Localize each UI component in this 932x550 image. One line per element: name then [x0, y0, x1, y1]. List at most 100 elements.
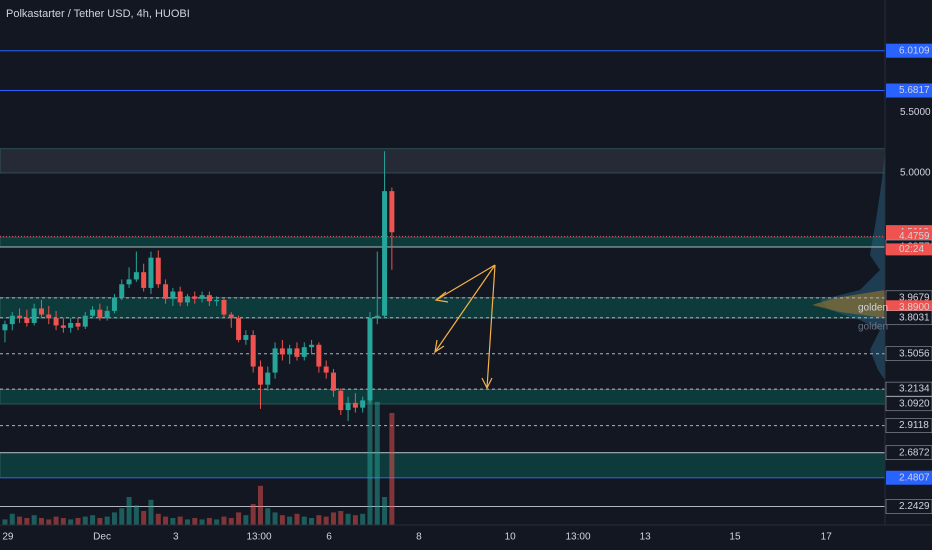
- annotation: golden: [858, 322, 888, 333]
- y-tick-label: 5.5000: [900, 107, 931, 118]
- volume-bar: [31, 515, 37, 525]
- volume-bar: [90, 515, 96, 525]
- volume-bar: [192, 518, 198, 525]
- volume-bar: [2, 519, 8, 525]
- price-label: 3.8900: [899, 302, 930, 313]
- candle-body: [155, 257, 161, 285]
- volume-bar: [330, 512, 336, 525]
- candle-body: [265, 372, 271, 385]
- volume-bar: [199, 519, 205, 525]
- levels: [0, 50, 885, 508]
- arrow-head: [434, 291, 449, 303]
- candle-body: [24, 318, 30, 323]
- volume-bar: [214, 519, 220, 525]
- arrow: [435, 264, 496, 301]
- price-axis: [885, 0, 932, 550]
- candle-body: [75, 322, 81, 327]
- volume-bar: [126, 497, 132, 525]
- candle-body: [330, 372, 336, 391]
- price-badge: [885, 418, 932, 433]
- candle-body: [184, 296, 190, 303]
- volume-bar: [243, 515, 249, 525]
- volume-bar: [374, 401, 380, 525]
- candle-body: [257, 366, 263, 385]
- candle-body: [119, 284, 125, 298]
- chart-title: Polkastarter / Tether USD, 4h, HUOBI: [6, 8, 190, 20]
- x-tick-label: 10: [505, 532, 517, 543]
- volume-bar: [228, 518, 234, 525]
- volume-bar: [82, 516, 88, 525]
- candle-body: [374, 315, 380, 319]
- price-label: 2.2429: [899, 501, 930, 512]
- volume-bar: [24, 518, 30, 525]
- candle-body: [111, 297, 117, 311]
- x-tick-label: 15: [729, 532, 741, 543]
- volume-bar: [382, 497, 388, 525]
- volume-bar: [360, 513, 366, 525]
- volume-bar: [46, 519, 52, 525]
- candle-body: [38, 308, 44, 315]
- candle-body: [323, 366, 329, 373]
- volume-bar: [104, 516, 110, 525]
- volume-bar: [272, 512, 278, 525]
- volume: [2, 400, 395, 525]
- volume-bar: [367, 400, 373, 525]
- price-badge: [886, 470, 932, 485]
- candle-body: [206, 295, 212, 302]
- candle-body: [31, 308, 37, 323]
- price-label: 3.2134: [899, 384, 930, 395]
- volume-bar: [111, 512, 117, 525]
- volume-bar: [338, 511, 344, 525]
- volume-bar: [294, 513, 300, 525]
- candle-body: [236, 318, 242, 340]
- volume-bar: [68, 519, 74, 525]
- candle-body: [352, 402, 358, 408]
- candle-body: [316, 344, 322, 367]
- price-label: 3.8031: [899, 312, 930, 323]
- candle-body: [294, 348, 300, 357]
- volume-bar: [53, 516, 59, 525]
- candle-body: [382, 191, 388, 316]
- volume-bar: [352, 515, 358, 525]
- zones: [0, 148, 886, 479]
- candle-body: [177, 291, 183, 303]
- arrow-head: [481, 377, 493, 390]
- volume-bar: [148, 499, 154, 525]
- price-badge: [885, 396, 932, 412]
- price-badge: [885, 346, 932, 362]
- x-tick-label: 17: [821, 532, 833, 543]
- arrows: [434, 264, 496, 390]
- price-badge: [885, 445, 932, 461]
- zone: [0, 452, 886, 479]
- price-badge: [886, 83, 932, 98]
- x-tick-label: 3: [173, 532, 179, 543]
- zone: [0, 148, 886, 174]
- price-label: 3.0920: [899, 398, 930, 409]
- volume-bar: [155, 513, 161, 525]
- candle-body: [60, 325, 66, 328]
- volume-bar: [177, 516, 183, 525]
- volume-bar: [279, 515, 285, 525]
- volume-bar: [38, 518, 44, 525]
- candle-body: [367, 318, 373, 401]
- price-badge: [885, 499, 932, 514]
- price-badge: [885, 381, 932, 397]
- volume-profile-poc: [812, 290, 885, 318]
- volume-bar: [301, 516, 307, 525]
- candle-body: [360, 400, 366, 408]
- volume-bar: [60, 518, 66, 525]
- candle-body: [250, 335, 256, 367]
- volume-bar: [119, 508, 125, 525]
- zone: [0, 389, 886, 405]
- price-badge: [886, 43, 932, 58]
- candle-body: [2, 324, 8, 331]
- volume-bar: [250, 504, 256, 525]
- x-tick-label: 6: [326, 532, 332, 543]
- candle-body: [221, 300, 227, 315]
- volume-bar: [133, 505, 139, 525]
- candle-body: [199, 295, 205, 299]
- candle-body: [97, 309, 103, 319]
- candle-body: [82, 315, 88, 327]
- candle-body: [301, 347, 307, 357]
- candle-body: [287, 348, 293, 355]
